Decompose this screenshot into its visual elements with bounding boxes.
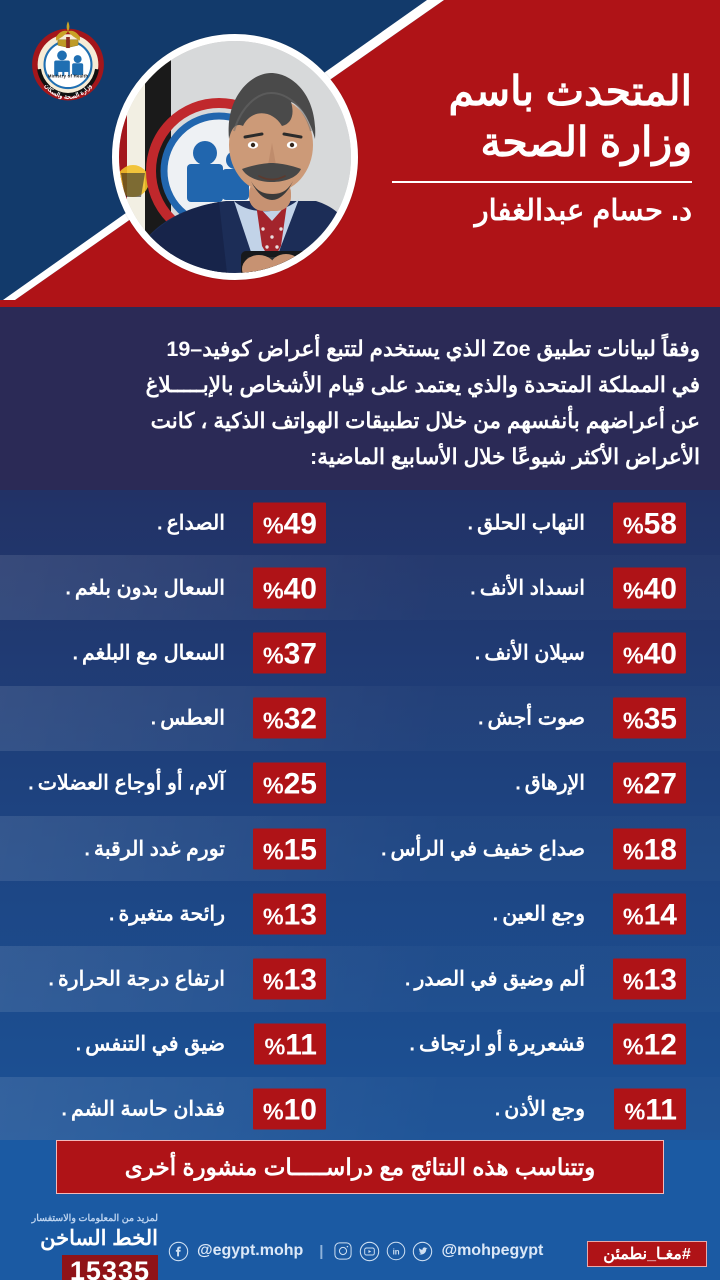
svg-text:in: in	[393, 1247, 400, 1256]
svg-text:Ministry of Health: Ministry of Health	[48, 73, 89, 78]
